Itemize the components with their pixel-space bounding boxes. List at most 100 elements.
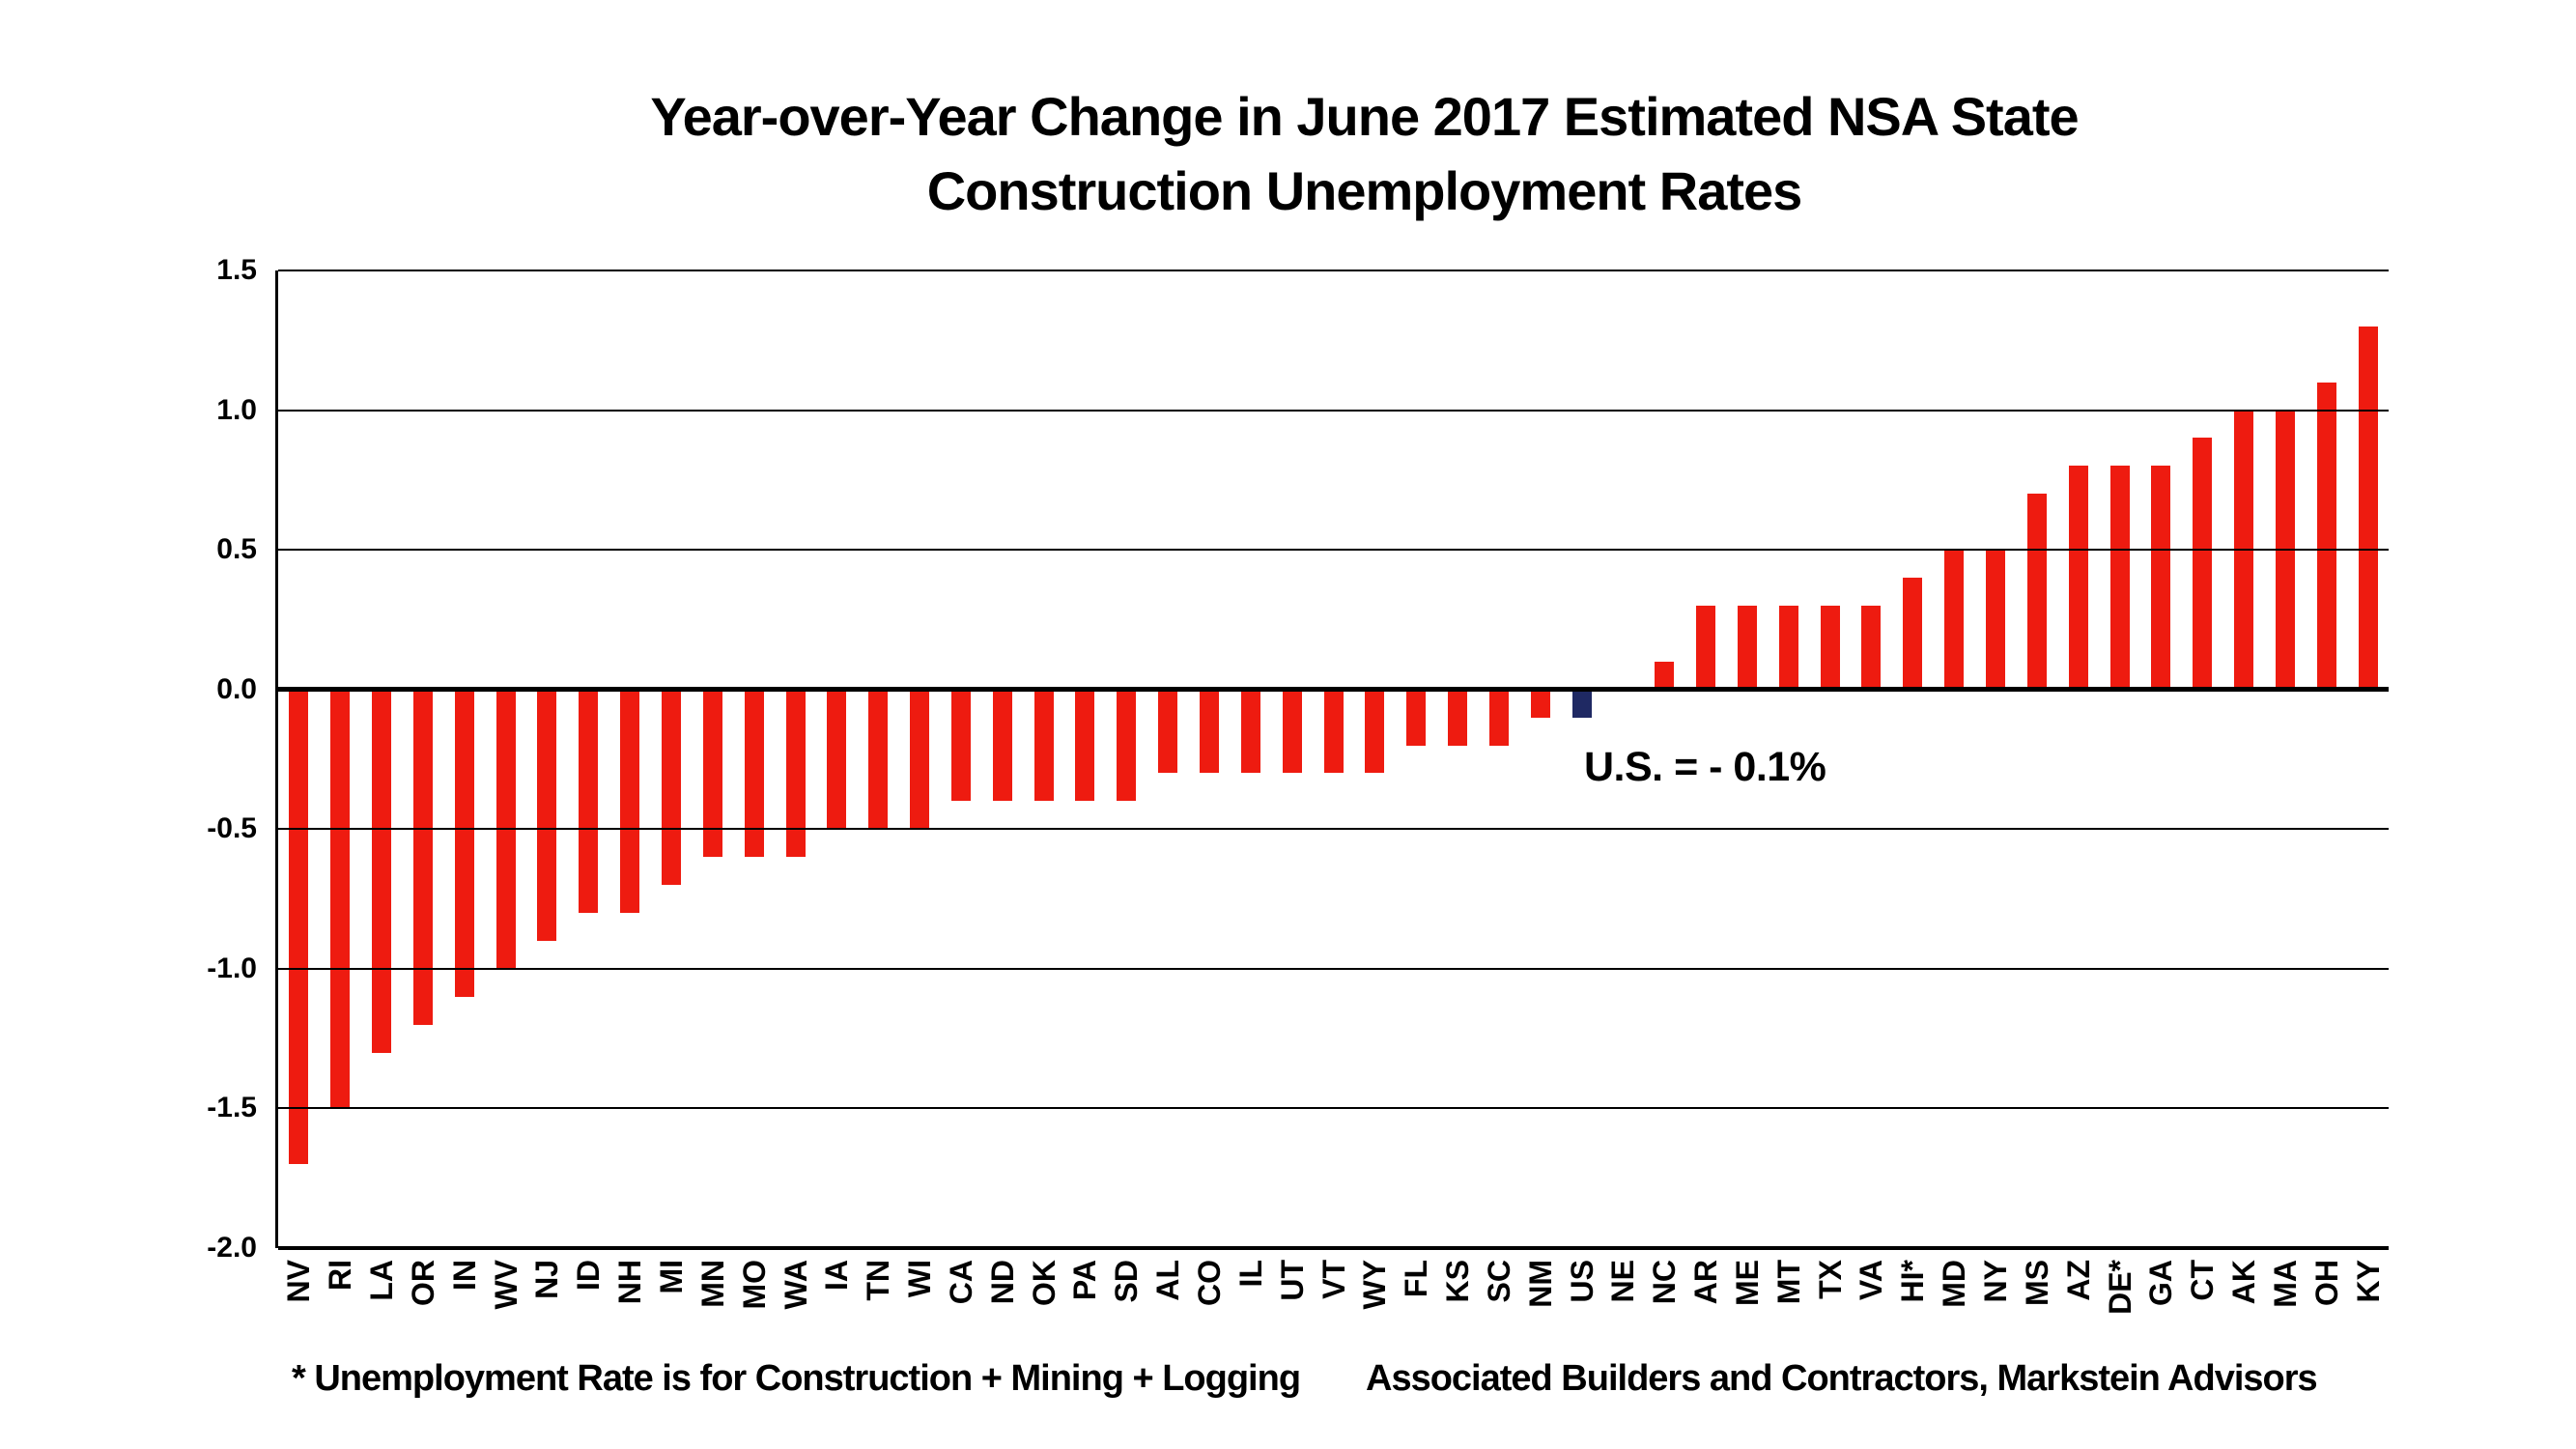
bar-MN [702,689,722,858]
bar-slot-AK: AK [2223,270,2265,1304]
bar-PA [1075,689,1095,802]
bar-slot-WI: WI [899,270,941,1297]
bar-slot-IA: IA [816,270,858,1291]
x-axis-label-SC: SC [1481,1260,1516,1303]
x-axis-label-UT: UT [1274,1260,1310,1301]
bar-AL [1158,689,1178,774]
x-axis-label-KY: KY [2350,1260,2386,1303]
x-axis-label-AR: AR [1688,1260,1724,1305]
bar-slot-FL: FL [1396,270,1437,1297]
bar-TX [1820,605,1840,690]
bar-slot-OK: OK [1023,270,1064,1306]
bar-UT [1282,689,1302,774]
bar-LA [372,689,392,1053]
x-axis-label-ME: ME [1729,1260,1765,1306]
bar-FL [1406,689,1427,746]
bar-NC [1655,661,1675,690]
x-axis-label-CT: CT [2185,1260,2221,1301]
bar-ID [579,689,599,914]
chart-title: Year-over-Year Change in June 2017 Estim… [309,79,2420,228]
x-axis-label-MD: MD [1937,1260,1972,1308]
bar-slot-SD: SD [1106,270,1147,1302]
x-axis-label-AK: AK [2226,1260,2262,1305]
bar-slot-WA: WA [775,270,816,1310]
bar-slot-ND: ND [981,270,1023,1304]
bar-AR [1696,605,1716,690]
bar-slot-UT: UT [1271,270,1313,1301]
x-axis-label-NE: NE [1605,1260,1641,1303]
x-axis-label-NY: NY [1978,1260,2014,1303]
bar-slot-ME: ME [1727,270,1769,1306]
y-axis-label-1.0: 1.0 [216,393,257,426]
x-axis-label-OK: OK [1026,1260,1062,1306]
plot-area: NV RI LA OR IN WV NJ ID NH MI MN MO WA IA TN WI CA ND OK PA… [207,254,2389,1315]
gridline--0.5 [278,828,2389,831]
gridline--1.0 [278,967,2389,970]
x-axis-label-RI: RI [323,1260,358,1291]
bar-slot-IN: IN [443,270,485,1291]
x-axis-label-ID: ID [571,1260,607,1291]
bar-slot-NV: NV [278,270,320,1302]
us-value-annotation: U.S. = - 0.1% [1584,744,1826,790]
bar-OK [1033,689,1054,802]
bar-slot-NC: NC [1644,270,1685,1304]
bar-slot-HI*: HI* [1892,270,1934,1302]
bar-IA [827,689,847,830]
bar-slot-TX: TX [1809,270,1851,1299]
bar-IN [454,689,474,997]
bar-CA [950,689,971,802]
x-axis-label-WI: WI [902,1260,938,1298]
bar-slot-NJ: NJ [526,270,568,1299]
bar-slot-IL: IL [1230,270,1271,1287]
bar-slot-MO: MO [733,270,775,1310]
bar-slot-WV: WV [485,270,526,1310]
y-axis-label-0.0: 0.0 [216,672,257,705]
x-axis-label-GA: GA [2143,1260,2179,1306]
bar-slot-CA: CA [941,270,982,1304]
bar-WY [1365,689,1385,774]
bar-MO [744,689,764,858]
bar-slot-MI: MI [651,270,693,1294]
x-axis-label-WA: WA [778,1260,813,1310]
bar-slot-AL: AL [1147,270,1189,1301]
x-axis-label-MO: MO [736,1260,772,1310]
x-axis-label-IN: IN [446,1260,482,1291]
bar-slot-OH: OH [2306,270,2347,1306]
y-axis-label-0.5: 0.5 [216,533,257,566]
footnote-unemployment-definition: * Unemployment Rate is for Construction … [292,1358,1301,1399]
bar-slot-NH: NH [609,270,651,1304]
x-axis-label-NV: NV [281,1260,317,1303]
bar-slot-MT: MT [1768,270,1809,1304]
chart-title-line2: Construction Unemployment Rates [926,160,1803,221]
bar-GA [2151,466,2171,690]
x-axis-label-VA: VA [1854,1260,1889,1301]
bar-slot-KS: KS [1437,270,1479,1302]
x-axis-label-NH: NH [612,1260,648,1305]
bar-KS [1448,689,1468,746]
y-axis-label-1.5: 1.5 [216,254,257,286]
bar-RI [330,689,351,1109]
x-axis-label-MA: MA [2267,1260,2303,1308]
bar-AZ [2068,466,2088,690]
bar-slot-NY: NY [1975,270,2017,1302]
bar-WI [910,689,930,830]
bar-NY [1986,550,2006,690]
x-axis-label-MI: MI [654,1260,690,1294]
bar-NJ [537,689,557,941]
bar-slot-VT: VT [1313,270,1354,1299]
bar-HI* [1903,578,1923,690]
x-axis-label-HI*: HI* [1895,1260,1931,1303]
bar-OR [412,689,433,1025]
bar-slot-AR: AR [1685,270,1727,1304]
x-axis-label-ND: ND [984,1260,1020,1305]
bar-CT [2193,438,2213,690]
bar-DE* [2109,466,2130,690]
bar-slot-GA: GA [2140,270,2182,1306]
bar-slot-MS: MS [2016,270,2057,1306]
x-axis-label-AZ: AZ [2060,1260,2096,1301]
x-axis-label-CO: CO [1191,1260,1227,1306]
bar-SD [1117,689,1137,802]
bar-slot-VA: VA [1851,270,1892,1300]
x-axis-label-LA: LA [364,1260,400,1301]
